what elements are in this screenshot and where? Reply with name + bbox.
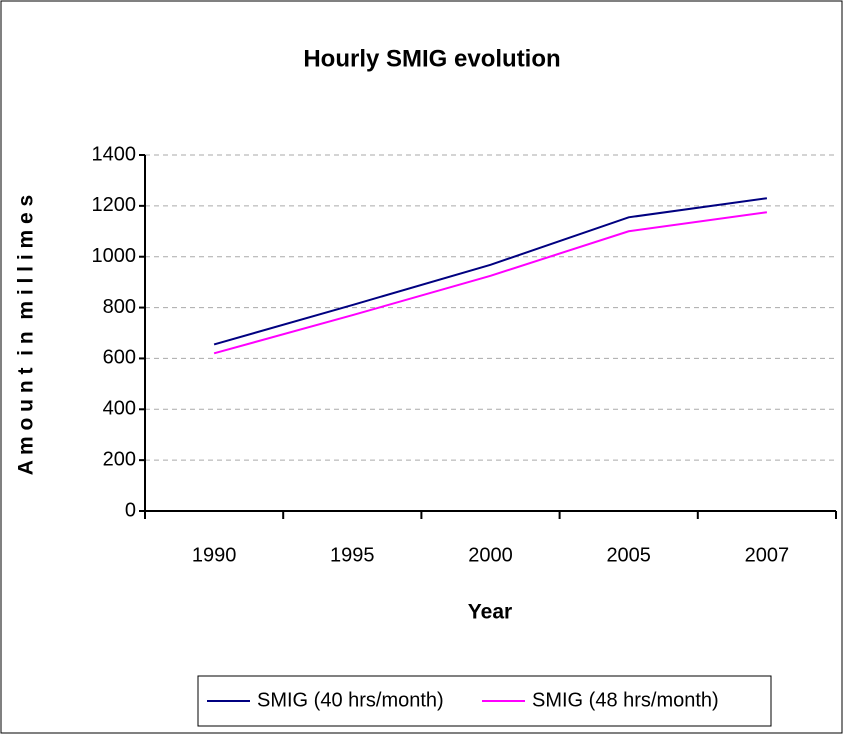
y-tick-label: 1200 — [92, 194, 137, 216]
y-axis-title: A m o u n t i n m i l l i m e s — [15, 195, 38, 475]
x-tick-label: 2000 — [468, 544, 513, 566]
y-tick-label: 800 — [103, 296, 136, 318]
y-tick-label: 0 — [125, 499, 136, 521]
legend-label: SMIG (40 hrs/month) — [257, 689, 444, 711]
x-axis-title: Year — [468, 601, 512, 624]
series-line — [213, 197, 768, 346]
y-tick-label: 1000 — [92, 245, 137, 267]
y-tick-label: 600 — [103, 347, 136, 369]
y-tick-label: 1400 — [92, 143, 137, 165]
chart-title: Hourly SMIG evolution — [303, 45, 560, 72]
x-tick-label: 2007 — [745, 544, 790, 566]
y-tick-label: 200 — [103, 448, 136, 470]
y-tick-label: 400 — [103, 398, 136, 420]
x-tick-label: 2005 — [606, 544, 651, 566]
series-line — [213, 211, 768, 355]
legend-label: SMIG (48 hrs/month) — [532, 689, 719, 711]
x-tick-label: 1990 — [192, 544, 237, 566]
x-tick-label: 1995 — [330, 544, 375, 566]
